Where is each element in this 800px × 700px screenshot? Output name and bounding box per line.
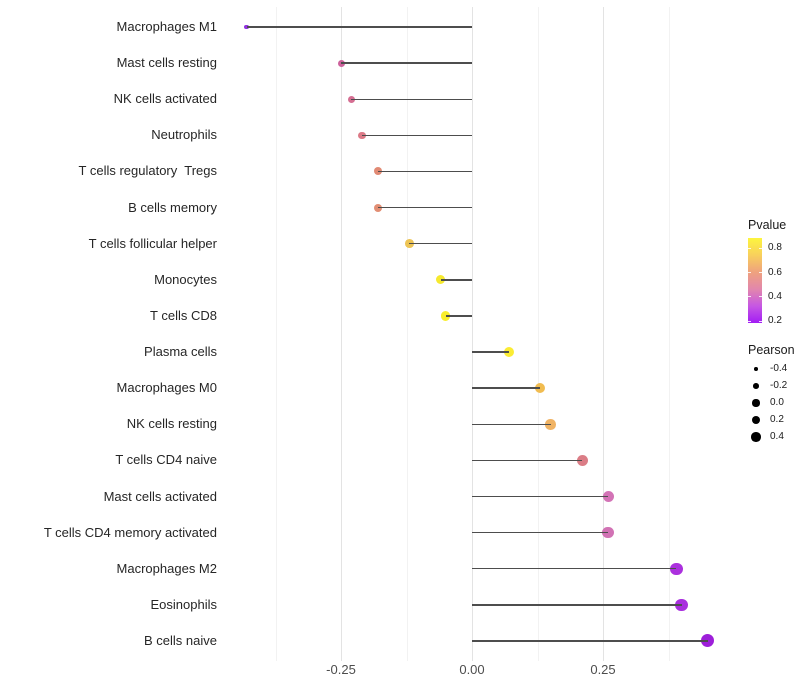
lollipop-dot bbox=[441, 311, 451, 321]
x-axis-tick-label: 0.25 bbox=[590, 662, 616, 677]
pvalue-tick-mark bbox=[748, 296, 751, 298]
y-axis-label: Monocytes bbox=[154, 271, 217, 287]
x-minor-gridline bbox=[537, 7, 539, 661]
pearson-size-dot bbox=[754, 367, 758, 371]
lollipop-stem bbox=[445, 315, 472, 317]
y-axis-label: Eosinophils bbox=[150, 596, 218, 612]
y-axis-label: Neutrophils bbox=[151, 127, 217, 143]
x-major-gridline bbox=[341, 7, 342, 661]
pearson-size-dot bbox=[751, 415, 761, 425]
lollipop-stem bbox=[361, 134, 472, 137]
y-axis-label: Macrophages M1 bbox=[116, 19, 217, 34]
lollipop-dot bbox=[545, 418, 556, 430]
pearson-size-dot bbox=[751, 432, 761, 442]
lollipop-stem bbox=[246, 26, 472, 28]
y-axis-label: T cells CD4 naive bbox=[115, 452, 217, 468]
x-minor-gridline bbox=[406, 7, 408, 661]
x-axis-tick-label: 0.00 bbox=[459, 662, 485, 677]
y-axis-label: T cells CD8 bbox=[150, 307, 217, 323]
pvalue-tick-mark bbox=[759, 320, 762, 322]
x-major-gridline bbox=[603, 7, 604, 661]
pearson-size-label: 0.0 bbox=[770, 397, 784, 408]
lollipop-stem bbox=[472, 568, 677, 570]
pvalue-tick-label: 0.6 bbox=[768, 266, 782, 278]
y-axis-label: T cells regulatory Tregs bbox=[78, 163, 217, 179]
pvalue-tick-label: 0.4 bbox=[768, 290, 782, 302]
x-minor-gridline bbox=[275, 7, 277, 661]
x-axis-tick-label: -0.25 bbox=[326, 662, 356, 677]
lollipop-dot bbox=[503, 347, 514, 358]
pvalue-tick-label: 0.8 bbox=[768, 242, 782, 254]
pvalue-tick-mark bbox=[748, 247, 751, 249]
y-axis-label: T cells CD4 memory activated bbox=[43, 524, 217, 540]
pvalue-tick-mark bbox=[748, 320, 751, 322]
y-axis-label: NK cells activated bbox=[113, 91, 217, 107]
pvalue-tick-label: 0.2 bbox=[768, 315, 782, 327]
y-axis-label: Mast cells resting bbox=[116, 55, 217, 71]
lollipop-dot bbox=[576, 454, 588, 466]
y-axis-label: Macrophages M0 bbox=[116, 380, 217, 396]
pvalue-tick-mark bbox=[759, 272, 762, 274]
lollipop-dot bbox=[701, 634, 715, 648]
y-axis-label: B cells naive bbox=[144, 632, 217, 648]
lollipop-dot bbox=[602, 526, 614, 539]
y-axis-label: T cells follicular helper bbox=[88, 235, 217, 251]
pvalue-gradient-bar bbox=[748, 238, 762, 323]
pearson-size-label: 0.4 bbox=[770, 431, 784, 442]
lollipop-stem bbox=[472, 423, 551, 425]
lollipop-stem bbox=[472, 387, 541, 389]
x-minor-gridline bbox=[668, 7, 670, 661]
lollipop-stem bbox=[409, 243, 472, 245]
lollipop-stem bbox=[351, 98, 472, 100]
lollipop-stem bbox=[472, 531, 609, 534]
pearson-size-label: -0.2 bbox=[770, 380, 788, 391]
lollipop-stem bbox=[472, 604, 682, 606]
lollipop-stem bbox=[377, 206, 472, 209]
pvalue-legend-title: Pvalue bbox=[748, 218, 787, 232]
pvalue-tick-mark bbox=[748, 272, 751, 274]
y-axis-label: NK cells resting bbox=[126, 416, 217, 432]
lollipop-stem bbox=[341, 62, 472, 64]
lollipop-stem bbox=[472, 351, 509, 353]
pearson-size-dot bbox=[752, 399, 760, 407]
y-axis-label: B cells memory bbox=[128, 199, 217, 215]
y-axis-label: Plasma cells bbox=[144, 344, 217, 360]
x-major-gridline bbox=[472, 7, 473, 661]
lollipop-stem bbox=[472, 495, 609, 498]
pearson-size-label: -0.4 bbox=[770, 363, 788, 374]
pearson-size-label: 0.2 bbox=[770, 414, 784, 425]
lollipop-stem bbox=[440, 279, 472, 281]
y-axis-label: Mast cells activated bbox=[103, 488, 217, 504]
lollipop-stem bbox=[472, 640, 708, 642]
pearson-size-dot bbox=[753, 383, 759, 389]
pvalue-tick-mark bbox=[759, 296, 762, 298]
pvalue-tick-mark bbox=[759, 247, 762, 249]
pearson-legend-title: Pearson bbox=[748, 343, 795, 357]
y-axis-label: Macrophages M2 bbox=[116, 560, 217, 576]
lollipop-stem bbox=[472, 459, 583, 462]
lollipop-stem bbox=[377, 170, 472, 173]
